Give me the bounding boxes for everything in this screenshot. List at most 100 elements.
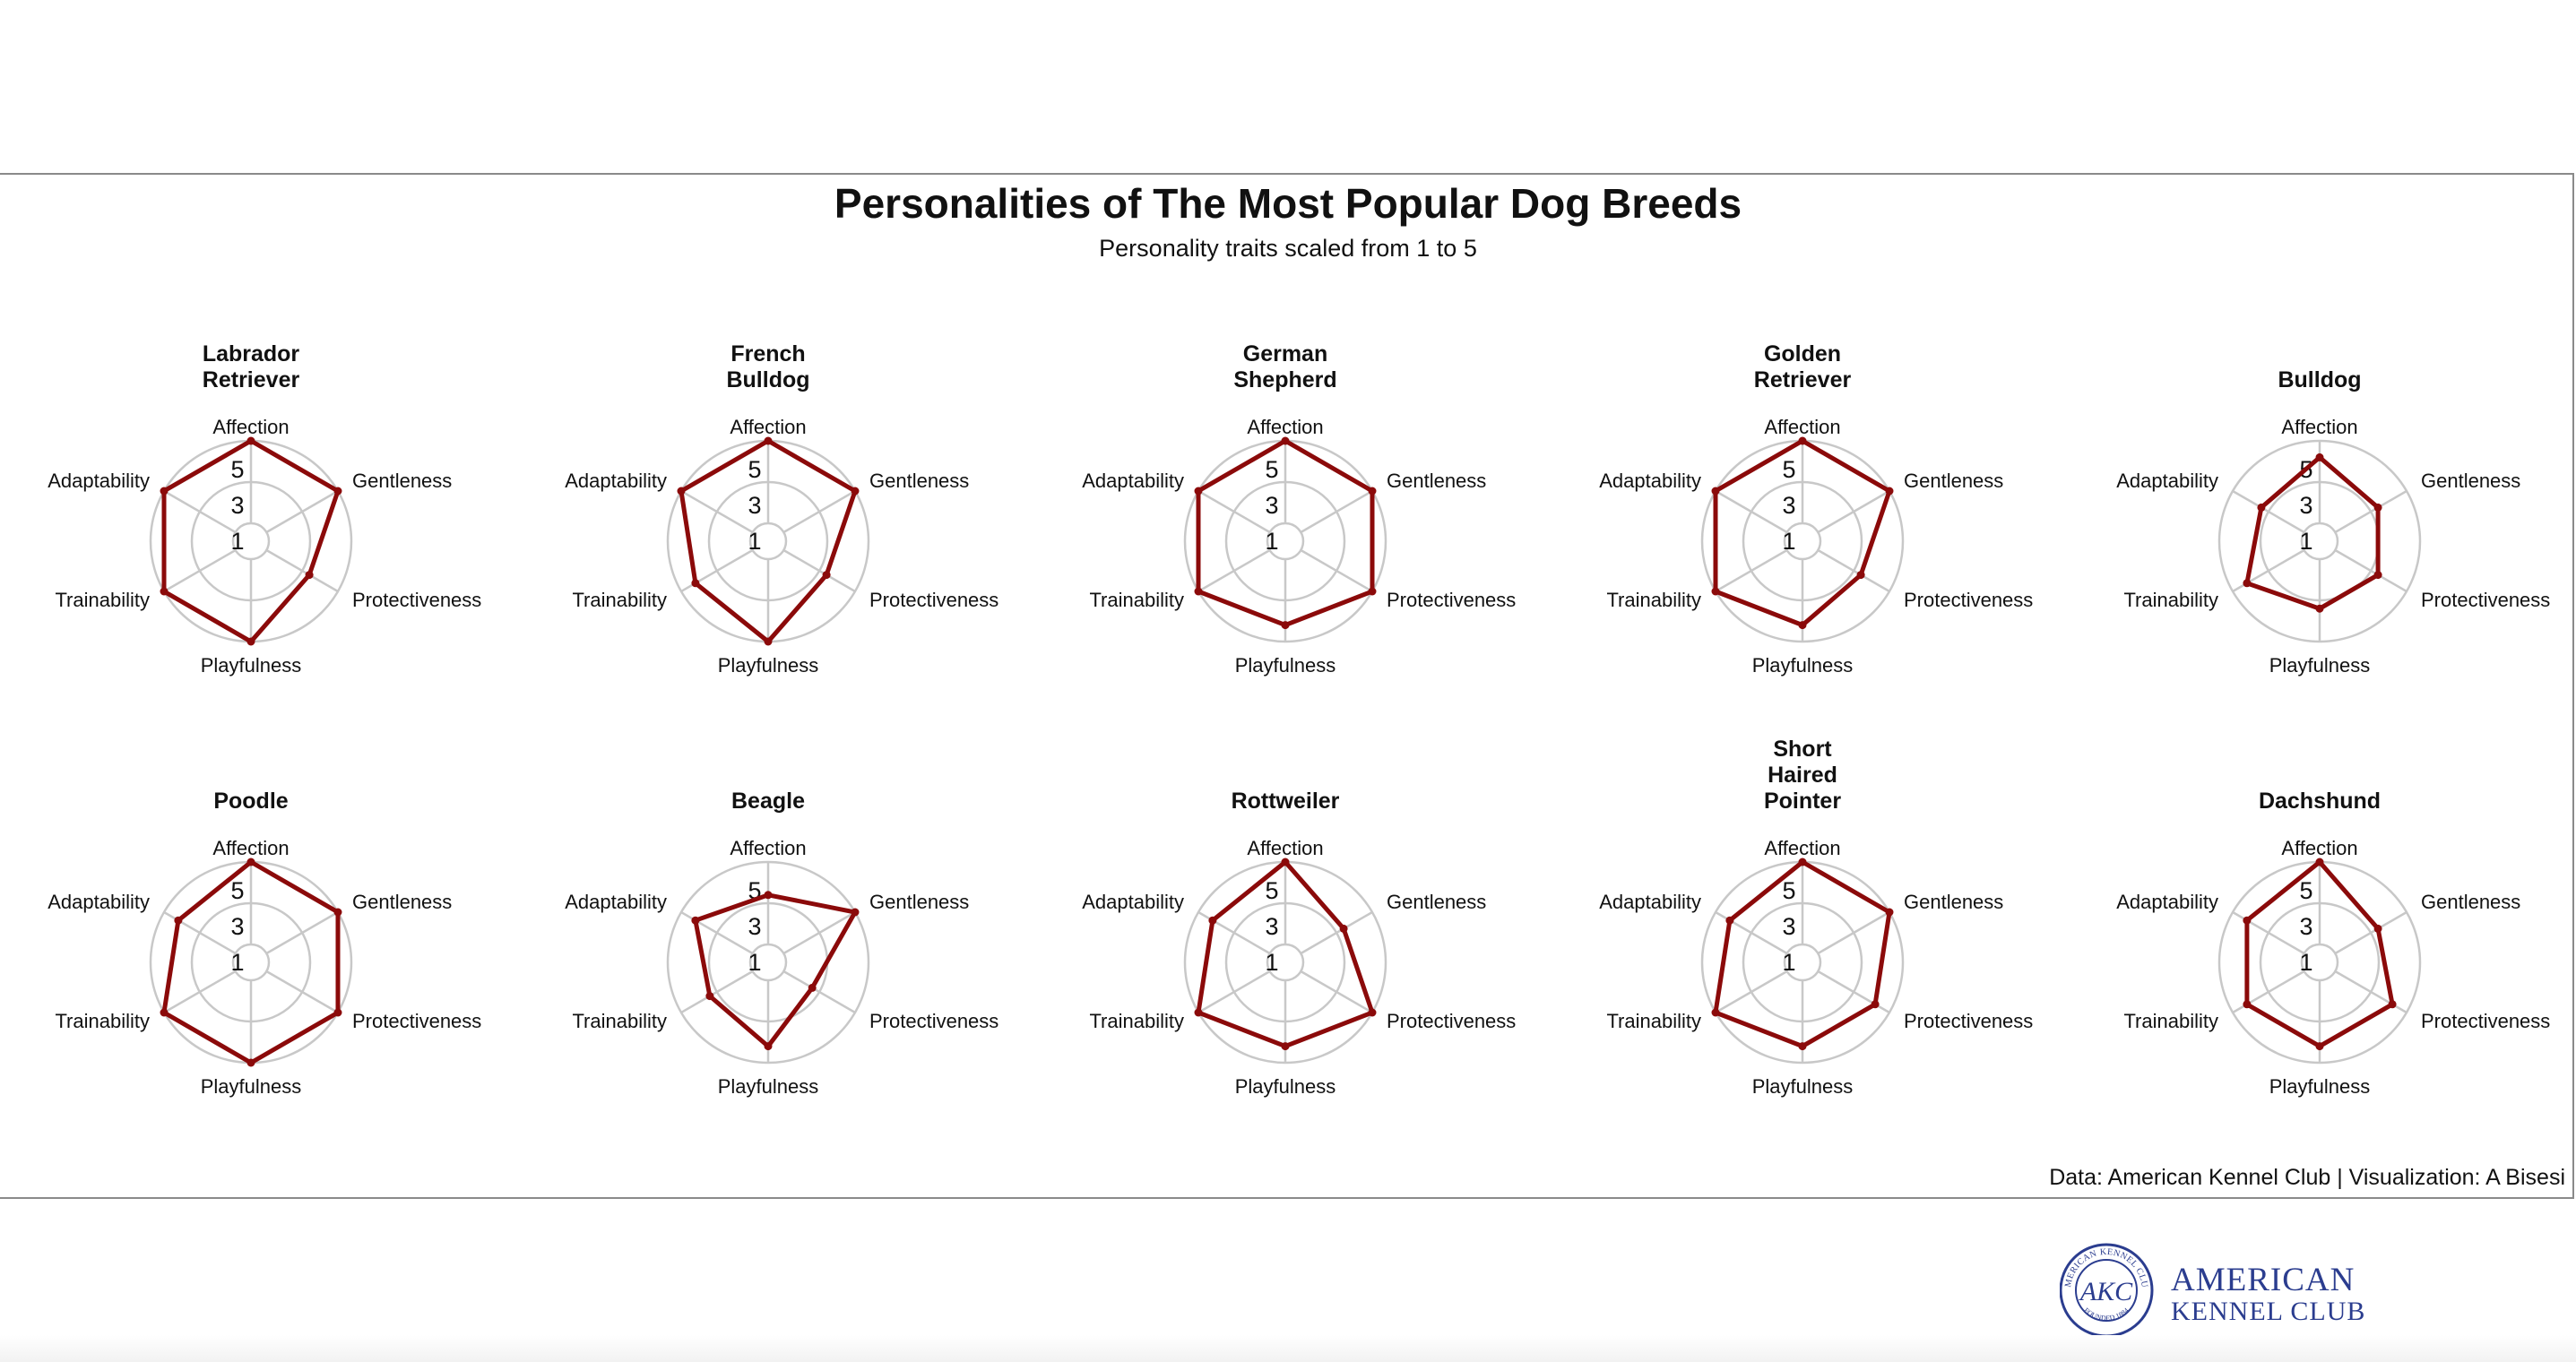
axis-label-affection: Affection <box>730 837 806 859</box>
akc-seal-inner-ring <box>2075 1259 2138 1322</box>
grid-spoke <box>2334 910 2407 955</box>
grid-spoke <box>1817 910 1890 955</box>
tick-label-3: 3 <box>2299 913 2312 940</box>
breed-title: Beagle <box>731 789 805 814</box>
axis-label-trainability: Trainability <box>55 1010 150 1032</box>
data-point-trainability <box>160 587 169 596</box>
chart-title: Personalities of The Most Popular Dog Br… <box>834 180 1742 227</box>
radar-german-shepherd: German Shepherd 1 3 5 Affection Gentleness Prot… <box>1082 341 1516 677</box>
tick-label-1: 1 <box>1265 528 1278 555</box>
breed-title-line: Bulldog <box>2278 367 2361 392</box>
radar-french-bulldog: French Bulldog 1 3 5 Affection Gentleness Prote… <box>565 341 998 677</box>
data-point-trainability <box>2243 1000 2252 1009</box>
data-point-protectiveness <box>1368 1008 1377 1017</box>
tick-label-1: 1 <box>748 949 761 976</box>
axis-label-protectiveness: Protectiveness <box>869 1010 998 1032</box>
data-point-playfulness <box>246 637 255 646</box>
akc-wordmark: AMERICAN KENNEL CLUB <box>2171 1263 2365 1325</box>
data-point-gentleness <box>1885 908 1894 917</box>
grid-spoke <box>782 489 856 534</box>
tick-label-5: 5 <box>230 456 244 483</box>
tick-label-5: 5 <box>1265 456 1278 483</box>
axis-label-affection: Affection <box>2281 416 2357 438</box>
axis-label-trainability: Trainability <box>55 589 150 611</box>
data-point-gentleness <box>1885 487 1894 496</box>
axis-label-trainability: Trainability <box>1606 1010 1701 1032</box>
axis-label-adaptability: Adaptability <box>2116 470 2218 492</box>
grid-spoke <box>2334 489 2407 534</box>
radar-dachshund: Dachshund 1 3 5 Affection Gentleness Protectiv… <box>2116 789 2550 1098</box>
breed-title-line: Poodle <box>213 789 288 814</box>
grid-spoke <box>1817 489 1890 534</box>
data-point-gentleness <box>333 908 342 917</box>
axis-label-trainability: Trainability <box>2123 589 2218 611</box>
data-point-gentleness <box>851 487 860 496</box>
breed-title-line: German <box>1243 341 1327 366</box>
grid-spoke <box>2232 910 2305 955</box>
data-point-affection <box>1281 858 1290 866</box>
breed-title-line: Golden <box>1764 341 1841 366</box>
axis-label-gentleness: Gentleness <box>869 470 969 492</box>
breed-title-line: French <box>730 341 805 366</box>
data-point-affection <box>1798 858 1807 866</box>
axis-label-playfulness: Playfulness <box>1752 1075 1854 1098</box>
grid-spoke <box>163 970 237 1014</box>
axis-label-adaptability: Adaptability <box>1599 470 1701 492</box>
data-point-trainability <box>691 579 700 588</box>
grid-spoke <box>1197 489 1271 534</box>
tick-label-5: 5 <box>230 877 244 904</box>
axis-label-affection: Affection <box>2281 837 2357 859</box>
akc-seal-founded-text: FOUNDED 1884 <box>2082 1306 2130 1323</box>
axis-label-adaptability: Adaptability <box>2116 891 2218 913</box>
data-point-trainability <box>1711 1008 1720 1017</box>
axis-label-trainability: Trainability <box>1089 589 1184 611</box>
axis-label-playfulness: Playfulness <box>718 654 819 677</box>
data-point-playfulness <box>2315 1042 2324 1051</box>
bottom-shadow <box>0 1335 2576 1362</box>
axis-label-playfulness: Playfulness <box>2269 1075 2371 1098</box>
data-point-protectiveness <box>305 571 314 580</box>
axis-label-trainability: Trainability <box>572 1010 667 1032</box>
axis-label-trainability: Trainability <box>2123 1010 2218 1032</box>
data-point-adaptability <box>2243 916 2252 925</box>
breed-title: French Bulldog <box>726 341 809 392</box>
axis-label-trainability: Trainability <box>1606 589 1701 611</box>
data-point-affection <box>764 436 773 445</box>
data-point-adaptability <box>1194 487 1203 496</box>
axis-label-protectiveness: Protectiveness <box>1904 1010 2033 1032</box>
tick-label-1: 1 <box>748 528 761 555</box>
axis-label-affection: Affection <box>1764 416 1840 438</box>
axis-label-affection: Affection <box>1247 416 1323 438</box>
data-point-gentleness <box>2373 503 2382 512</box>
data-point-playfulness <box>764 1042 773 1051</box>
data-point-trainability <box>2243 579 2252 588</box>
axis-label-gentleness: Gentleness <box>1387 470 1486 492</box>
radar-beagle: Beagle135AffectionGentlenessProtectivene… <box>565 789 998 1098</box>
axis-label-gentleness: Gentleness <box>352 891 452 913</box>
breed-title-line: Retriever <box>1754 367 1852 392</box>
axis-label-playfulness: Playfulness <box>718 1075 819 1098</box>
axis-label-adaptability: Adaptability <box>565 891 667 913</box>
grid-spoke <box>265 910 339 955</box>
tick-label-5: 5 <box>2299 877 2312 904</box>
grid-spoke <box>1715 548 1788 593</box>
axis-label-affection: Affection <box>1247 837 1323 859</box>
radar-rottweiler: Rottweiler 1 3 5 Affection Gentleness Protecti… <box>1082 789 1516 1098</box>
grid-spoke <box>1197 548 1271 593</box>
breed-title: Golden Retriever <box>1754 341 1852 392</box>
axis-label-gentleness: Gentleness <box>352 470 452 492</box>
data-point-trainability <box>1194 1008 1203 1017</box>
breed-title-line: Rottweiler <box>1232 789 1340 814</box>
axis-label-protectiveness: Protectiveness <box>1387 589 1516 611</box>
tick-label-5: 5 <box>748 456 761 483</box>
data-point-gentleness <box>851 908 860 917</box>
tick-label-3: 3 <box>2299 492 2312 519</box>
breed-title: Labrador Retriever <box>203 341 300 392</box>
grid-spoke <box>2232 489 2305 534</box>
grid-spoke <box>1197 970 1271 1014</box>
tick-label-1: 1 <box>230 949 244 976</box>
tick-label-1: 1 <box>230 528 244 555</box>
data-point-adaptability <box>174 916 183 925</box>
breed-title-line: Pointer <box>1764 789 1841 814</box>
